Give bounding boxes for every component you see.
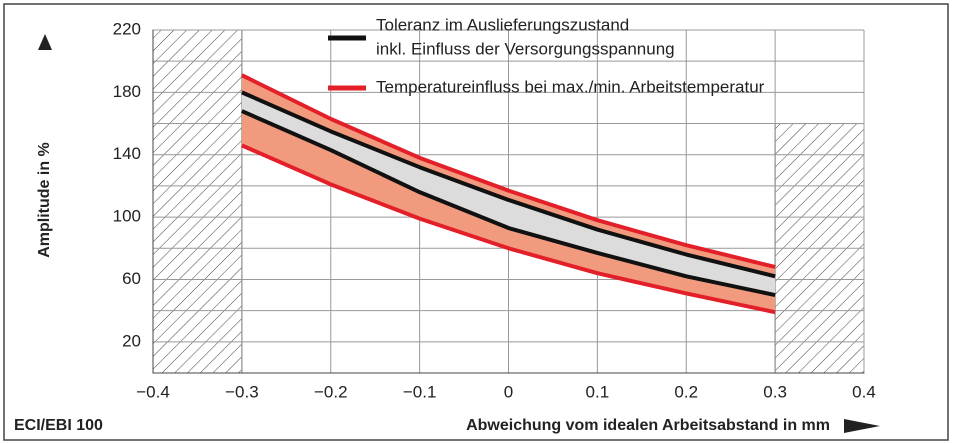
y-tick-label: 220 <box>113 19 141 38</box>
y-arrow <box>38 34 52 50</box>
curve <box>241 90 776 279</box>
footnote: ECI/EBI 100 <box>14 417 103 434</box>
legend-label: inkl. Einfluss der Versorgungsspannung <box>376 39 675 58</box>
hatched-region <box>152 29 243 374</box>
legend-swatch <box>328 35 366 41</box>
x-tick-label: 0.3 <box>763 382 787 401</box>
legend-swatch <box>328 85 366 91</box>
curve <box>241 109 776 298</box>
band-area <box>241 92 776 296</box>
y-tick-label: 60 <box>122 269 141 288</box>
x-tick-label: −0.3 <box>225 382 259 401</box>
y-tick-label: 140 <box>113 144 141 163</box>
x-axis-label: Abweichung vom idealen Arbeitsabstand in… <box>466 417 830 434</box>
y-tick-label: 100 <box>113 207 141 226</box>
x-tick-label: 0.1 <box>586 382 610 401</box>
frame <box>3 3 949 441</box>
x-arrow <box>844 419 880 433</box>
y-axis-label: Amplitude in % <box>36 142 53 258</box>
legend-label: Toleranz im Auslieferungszustand <box>376 15 629 34</box>
curve <box>240 73 776 269</box>
x-tick-label: 0.4 <box>852 382 876 401</box>
legend-label: Temperatureinfluss bei max./min. Arbeits… <box>376 77 765 96</box>
x-tick-label: −0.1 <box>403 382 437 401</box>
y-tick-label: 20 <box>122 331 141 350</box>
curve <box>241 143 776 315</box>
y-tick-label: 180 <box>113 82 141 101</box>
x-tick-label: −0.2 <box>314 382 348 401</box>
x-tick-label: −0.4 <box>136 382 170 401</box>
x-tick-label: 0.2 <box>674 382 698 401</box>
x-tick-label: 0 <box>504 382 513 401</box>
